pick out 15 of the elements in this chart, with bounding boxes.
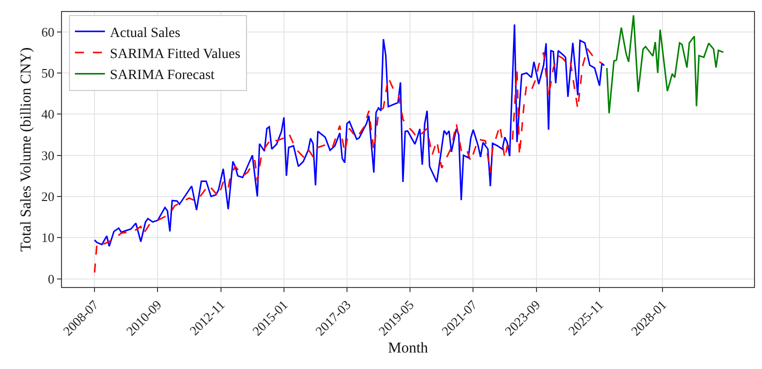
x-axis-title: Month [388, 340, 428, 356]
y-tick-label: 40 [41, 106, 54, 122]
legend-label: Actual Sales [110, 26, 180, 41]
legend-label: SARIMA Fitted Values [110, 47, 240, 62]
y-tick-label: 50 [41, 65, 54, 80]
line-series [94, 48, 603, 274]
y-tick-label: 30 [41, 148, 54, 163]
y-tick-label: 0 [48, 271, 54, 286]
line-series [606, 14, 724, 114]
y-tick-label: 10 [41, 230, 54, 246]
line-series [94, 24, 606, 247]
y-tick-label: 20 [41, 188, 54, 204]
legend-label: SARIMA Forecast [110, 68, 215, 84]
y-axis-title: Total Sales Volume (billion CNY) [18, 47, 35, 252]
y-tick-label: 60 [41, 24, 54, 40]
